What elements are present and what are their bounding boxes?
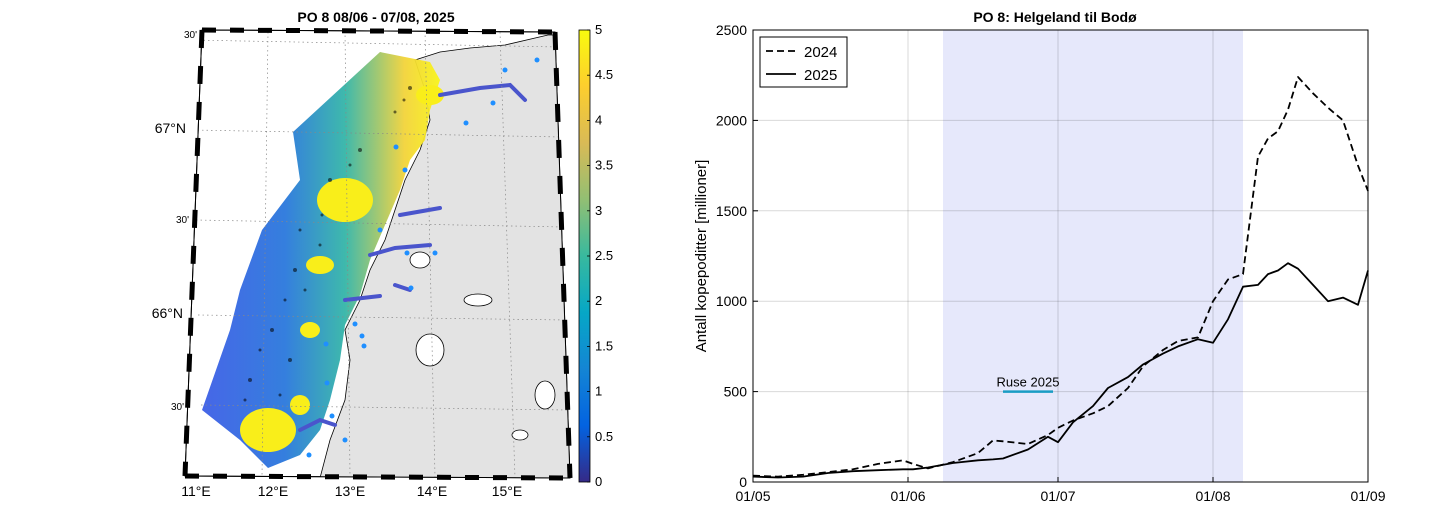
- y-axis-ticks: 0 500 1000 1500 2000 2500: [716, 22, 758, 490]
- colorbar-tick-label: 0.5: [595, 429, 613, 444]
- lon-label: 12°E: [258, 483, 289, 499]
- grid-lines: [753, 30, 1368, 482]
- y-tick-label: 1000: [716, 293, 747, 309]
- lat-label: 66°N: [152, 305, 183, 321]
- lat-label: 30': [171, 402, 184, 413]
- colorbar-ticks: 5 4.5 4 3.5 3 2.5 2 1.5 1 0.5 0: [587, 22, 613, 489]
- island-speckle: [243, 86, 412, 402]
- lon-label: 11°E: [181, 483, 210, 499]
- legend-box: [759, 36, 848, 88]
- colorbar-tick-label: 4: [595, 112, 602, 127]
- legend: 2024 2025: [759, 36, 848, 88]
- lon-label: 14°E: [417, 483, 448, 499]
- lat-label: 67°N: [155, 120, 186, 136]
- station-markers: [306, 57, 540, 458]
- colorbar-tick-label: 2.5: [595, 248, 613, 263]
- lat-label: 30': [176, 215, 189, 226]
- ruse-label: Ruse 2025: [997, 375, 1060, 390]
- y-tick-label: 500: [724, 384, 748, 400]
- x-tick-label: 01/07: [1040, 488, 1075, 504]
- colorbar-tick-label: 1: [595, 384, 602, 399]
- graticule: [189, 30, 569, 478]
- y-tick-label: 1500: [716, 203, 747, 219]
- colorbar-tick-label: 5: [595, 22, 602, 37]
- x-tick-label: 01/09: [1350, 488, 1385, 504]
- x-tick-label: 01/06: [890, 488, 925, 504]
- lon-label: 13°E: [335, 483, 366, 499]
- fjord-arms: [298, 82, 527, 432]
- legend-label-2024: 2024: [804, 44, 837, 61]
- colorbar: 5 4.5 4 3.5 3 2.5 2 1.5 1 0.5 0: [578, 22, 613, 489]
- x-tick-label: 01/08: [1195, 488, 1230, 504]
- x-axis-ticks: 01/05 01/06 01/07 01/08 01/09: [735, 477, 1386, 504]
- y-tick-label: 2500: [716, 22, 747, 38]
- colorbar-tick-label: 1.5: [595, 338, 613, 353]
- left-map: PO 8 08/06 - 07/08, 2025: [152, 9, 613, 499]
- land-mass: [319, 34, 570, 478]
- map-frame: [182, 27, 573, 481]
- colorbar-tick-label: 0: [595, 474, 602, 489]
- series-lines: [752, 76, 1369, 479]
- y-tick-label: 2000: [716, 112, 747, 128]
- colorbar-tick-label: 4.5: [595, 67, 613, 82]
- right-chart: PO 8: Helgeland til Bodø Ruse 2025 01/05…: [693, 9, 1386, 504]
- plot-frame: [752, 29, 1369, 483]
- series-line-2025: [752, 262, 1369, 479]
- lon-label: 15°E: [492, 483, 523, 499]
- y-axis-label: Antall kopepoditter [millioner]: [693, 160, 710, 353]
- colorbar-tick-label: 3.5: [595, 158, 613, 173]
- ruse-annotation: Ruse 2025: [997, 375, 1060, 393]
- chart-title: PO 8: Helgeland til Bodø: [973, 9, 1137, 25]
- colorbar-tick-label: 3: [595, 203, 602, 218]
- legend-label-2025: 2025: [804, 67, 837, 84]
- lakes: [409, 251, 556, 441]
- x-tick-label: 01/05: [735, 488, 770, 504]
- concentration-hotspots: [240, 85, 444, 452]
- lat-label: 30': [184, 30, 197, 41]
- colorbar-tick-label: 2: [595, 293, 602, 308]
- map-title: PO 8 08/06 - 07/08, 2025: [297, 9, 454, 25]
- y-tick-label: 0: [739, 474, 747, 490]
